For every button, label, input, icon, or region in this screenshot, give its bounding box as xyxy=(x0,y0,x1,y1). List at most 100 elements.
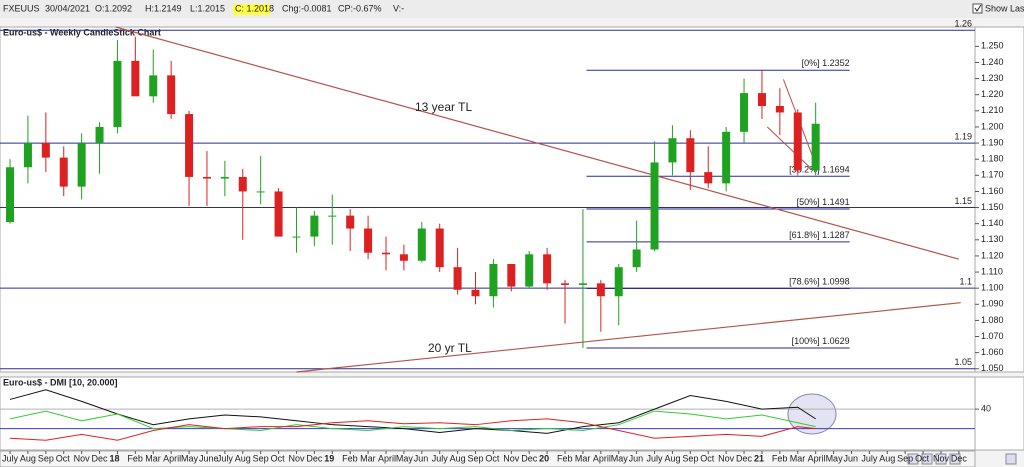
date-axis xyxy=(0,450,976,467)
candle-body xyxy=(578,283,587,285)
x-tick-label: Sep xyxy=(682,453,698,463)
volume: V:- xyxy=(393,3,404,13)
y-tick-label: 1.090 xyxy=(981,299,1004,309)
x-tick-label: Oct xyxy=(271,453,286,463)
x-tick-label: Oct xyxy=(700,453,715,463)
x-tick-label: Nov xyxy=(74,453,91,463)
y-tick-label: 1.150 xyxy=(981,202,1004,212)
fib-percent: [61.8%] xyxy=(789,230,820,240)
candle-body xyxy=(704,172,713,184)
x-tick-label: 21 xyxy=(754,453,764,463)
dmi-line xyxy=(9,418,816,441)
x-tick-label: April xyxy=(378,453,396,463)
candle-body xyxy=(417,228,426,261)
close: C: 1.2018 xyxy=(235,3,274,13)
dmi-axis-panel xyxy=(974,376,1024,451)
fib-label: [0%] 1.2352 xyxy=(802,59,850,69)
x-tick-label: May xyxy=(611,453,629,463)
x-tick-label: Jun xyxy=(843,453,858,463)
x-tick-label: April xyxy=(593,453,611,463)
wedge-line xyxy=(766,126,813,170)
candle-body xyxy=(381,252,390,255)
y-tick-label: 1.180 xyxy=(981,154,1004,164)
chart-title: Euro-us$ - Weekly CandleStick Chart xyxy=(3,27,161,37)
change-pct: CP:-0.67% xyxy=(338,3,382,13)
x-tick-label: Aug xyxy=(450,453,466,463)
candle-body xyxy=(561,283,570,285)
highlight-circle xyxy=(787,393,837,435)
x-tick-label: Nov xyxy=(933,453,950,463)
y-tick-label: 1.250 xyxy=(981,41,1004,51)
candle-body xyxy=(256,191,265,193)
y-tick-label: 1.060 xyxy=(981,347,1004,357)
fib-label: [78.6%] 1.0998 xyxy=(789,277,850,287)
x-tick-label: July xyxy=(432,453,449,463)
candle-body xyxy=(435,228,444,268)
trend-line xyxy=(296,302,961,373)
level-label: 1.05 xyxy=(954,357,972,367)
nav-button[interactable] xyxy=(907,453,919,465)
x-tick-label: Jun xyxy=(414,453,429,463)
candle-body xyxy=(740,93,749,132)
y-tick-label: 1.100 xyxy=(981,283,1004,293)
y-tick-label: 1.160 xyxy=(981,186,1004,196)
x-tick-label: Feb xyxy=(557,453,573,463)
candle-body xyxy=(41,143,50,158)
candle-body xyxy=(113,60,122,127)
x-tick-label: May xyxy=(826,453,844,463)
fib-label: [100%] 1.0629 xyxy=(792,336,850,346)
y-tick-label: 1.230 xyxy=(981,73,1004,83)
x-tick-label: Mar xyxy=(790,453,806,463)
y-tick-label: 1.210 xyxy=(981,105,1004,115)
candle-body xyxy=(95,126,104,144)
nav-button[interactable] xyxy=(921,453,933,465)
candle-body xyxy=(346,215,355,229)
candle-body xyxy=(811,123,820,171)
y-axis-panel xyxy=(974,26,1024,373)
candle-body xyxy=(632,249,641,268)
nav-button[interactable] xyxy=(1005,453,1017,465)
level-label: 1.26 xyxy=(954,19,972,29)
x-tick-label: Nov xyxy=(718,453,735,463)
nav-button[interactable] xyxy=(949,453,961,465)
x-tick-label: Oct xyxy=(485,453,500,463)
dmi-title: Euro-us$ - DMI [10, 20.000] xyxy=(3,377,118,387)
x-tick-label: Sep xyxy=(897,453,913,463)
y-tick-label: 1.070 xyxy=(981,331,1004,341)
candle-body xyxy=(149,75,158,97)
x-tick-label: Mar xyxy=(360,453,376,463)
show-last-checkbox[interactable] xyxy=(972,3,983,14)
main-panel xyxy=(0,26,976,373)
trend-line xyxy=(115,26,960,260)
candle-body xyxy=(650,162,659,250)
y-tick-label: 1.130 xyxy=(981,234,1004,244)
x-tick-label: Mar xyxy=(575,453,591,463)
x-tick-label: Sep xyxy=(468,453,484,463)
candle-body xyxy=(59,157,68,187)
fib-value: 1.0998 xyxy=(822,277,850,287)
show-last-label: Show Last xyxy=(985,3,1024,13)
fib-percent: [100%] xyxy=(792,336,820,346)
x-tick-label: Sep xyxy=(38,453,54,463)
x-tick-label: July xyxy=(2,453,19,463)
fib-value: 1.0629 xyxy=(822,336,850,346)
x-tick-label: 20 xyxy=(539,453,549,463)
x-tick-label: 19 xyxy=(324,453,334,463)
fib-label: [38.2%] 1.1694 xyxy=(789,165,850,175)
candle-body xyxy=(185,114,194,177)
candle-body xyxy=(757,93,766,106)
candle-body xyxy=(23,143,32,168)
close-highlight xyxy=(233,4,270,15)
candle-body xyxy=(167,75,176,115)
y-tick-label: 1.240 xyxy=(981,57,1004,67)
candle-body xyxy=(722,131,731,184)
fib-percent: [38.2%] xyxy=(789,165,820,175)
candle-body xyxy=(131,60,140,97)
x-tick-label: Dec xyxy=(306,453,323,463)
level-label: 1.15 xyxy=(954,196,972,206)
fib-percent: [0%] xyxy=(802,59,820,69)
x-tick-label: Jun xyxy=(629,453,644,463)
y-tick-label: 1.200 xyxy=(981,121,1004,131)
x-tick-label: Dec xyxy=(951,453,968,463)
